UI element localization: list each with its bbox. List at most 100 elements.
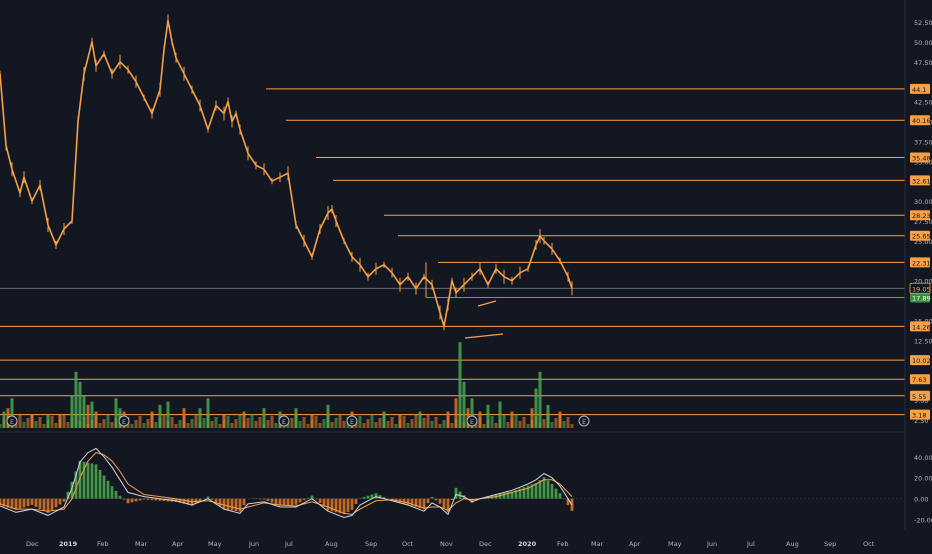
- volume-bar: [43, 424, 46, 428]
- volume-bar: [415, 415, 418, 428]
- oscillator-histogram-bar: [123, 499, 126, 500]
- oscillator-histogram-bar: [23, 499, 26, 508]
- oscillator-histogram-bar: [431, 497, 434, 499]
- volume-bar: [107, 415, 110, 428]
- volume-bar: [39, 417, 42, 428]
- earnings-marker-label: E: [282, 418, 286, 426]
- volume-bar-down: [87, 405, 90, 428]
- volume-bar: [187, 423, 190, 428]
- volume-bar: [139, 416, 142, 428]
- volume-bar: [307, 424, 310, 428]
- volume-bar: [239, 415, 242, 428]
- volume-bar-down: [531, 408, 534, 428]
- volume-bar: [155, 422, 158, 428]
- volume-bar: [331, 422, 334, 428]
- time-tick-label: Apr: [629, 540, 641, 548]
- volume-bar: [231, 423, 234, 428]
- volume-bar-up: [295, 408, 298, 428]
- volume-bar: [519, 421, 522, 428]
- price-tick-label: 37.50: [914, 138, 932, 146]
- volume-bar: [163, 414, 166, 428]
- volume-bar: [259, 417, 262, 428]
- volume-bar: [267, 420, 270, 428]
- oscillator-histogram-bar: [275, 499, 278, 505]
- support-tag: 17.89: [912, 295, 931, 303]
- oscillator-histogram-bar: [131, 499, 134, 503]
- oscillator-histogram-bar: [315, 499, 318, 500]
- level-tag: 14.26: [912, 323, 931, 331]
- volume-bar: [99, 423, 102, 428]
- volume-bar: [255, 421, 258, 428]
- volume-bar: [23, 422, 26, 428]
- price-tick-label: 30.00: [914, 198, 932, 206]
- volume-bar: [431, 421, 434, 428]
- volume-bar-down: [243, 412, 246, 429]
- oscillator-histogram-bar: [91, 463, 94, 498]
- oscillator-histogram-bar: [43, 499, 46, 511]
- level-tag: 25.65: [912, 233, 931, 241]
- price-tick-label: 50.00: [914, 39, 932, 47]
- oscillator-histogram-bar: [443, 499, 446, 508]
- level-tag: 40.16: [912, 117, 931, 125]
- volume-bar: [495, 423, 498, 428]
- oscillator-histogram-bar: [127, 499, 130, 504]
- volume-bar: [491, 416, 494, 428]
- volume-bar: [0, 424, 2, 428]
- volume-bar: [215, 417, 218, 428]
- volume-bar: [131, 424, 134, 428]
- oscillator-histogram-bar: [55, 499, 58, 508]
- volume-bar-up: [327, 405, 330, 428]
- price-tick-label: 12.50: [914, 337, 932, 345]
- earnings-marker-label: E: [470, 418, 474, 426]
- time-tick-label: 2019: [59, 540, 78, 548]
- time-tick-label: Sep: [365, 540, 377, 548]
- level-tag: 28.23: [912, 212, 931, 220]
- volume-bar: [147, 419, 150, 428]
- volume-bar: [219, 424, 222, 428]
- volume-bar-up: [71, 395, 74, 428]
- oscillator-histogram-bar: [555, 489, 558, 499]
- volume-bar: [543, 419, 546, 428]
- volume-bar: [315, 416, 318, 428]
- oscillator-histogram-bar: [319, 499, 322, 503]
- volume-bar: [435, 417, 438, 428]
- oscillator-histogram-bar: [63, 499, 66, 502]
- volume-bar-down: [223, 415, 226, 428]
- time-tick-label: May: [668, 540, 682, 548]
- oscillator-histogram-bar: [343, 499, 346, 515]
- oscillator-tick-label: 0.00: [914, 496, 928, 504]
- volume-bar: [339, 414, 342, 428]
- oscillator-histogram-bar: [347, 499, 350, 512]
- oscillator-histogram-bar: [59, 499, 62, 505]
- volume-bar-down: [511, 412, 514, 429]
- time-tick-label: Oct: [402, 540, 414, 548]
- volume-bar: [551, 422, 554, 428]
- volume-bar: [371, 415, 374, 428]
- price-tick-label: 42.50: [914, 99, 932, 107]
- volume-bar: [247, 418, 250, 428]
- volume-bar: [515, 414, 518, 428]
- volume-bar: [379, 418, 382, 428]
- volume-bar: [411, 419, 414, 428]
- volume-bar: [103, 419, 106, 428]
- volume-bar: [367, 419, 370, 428]
- oscillator-histogram-bar: [327, 499, 330, 511]
- time-tick-label: Nov: [440, 540, 453, 548]
- oscillator-histogram-bar: [31, 499, 34, 505]
- oscillator-histogram-bar: [155, 499, 158, 501]
- volume-bar: [275, 423, 278, 428]
- current-price-tag: 19.05: [912, 285, 931, 293]
- volume-bar: [567, 417, 570, 428]
- volume-bar-down: [95, 412, 98, 429]
- oscillator-histogram-bar: [211, 499, 214, 500]
- volume-bar-down: [183, 408, 186, 428]
- volume-bar-up: [47, 415, 50, 428]
- volume-bar-up: [199, 408, 202, 428]
- volume-bar: [407, 423, 410, 428]
- time-tick-label: Mar: [591, 540, 604, 548]
- volume-bar-down: [399, 415, 402, 428]
- volume-bar-up: [207, 398, 210, 428]
- volume-bar: [211, 421, 214, 428]
